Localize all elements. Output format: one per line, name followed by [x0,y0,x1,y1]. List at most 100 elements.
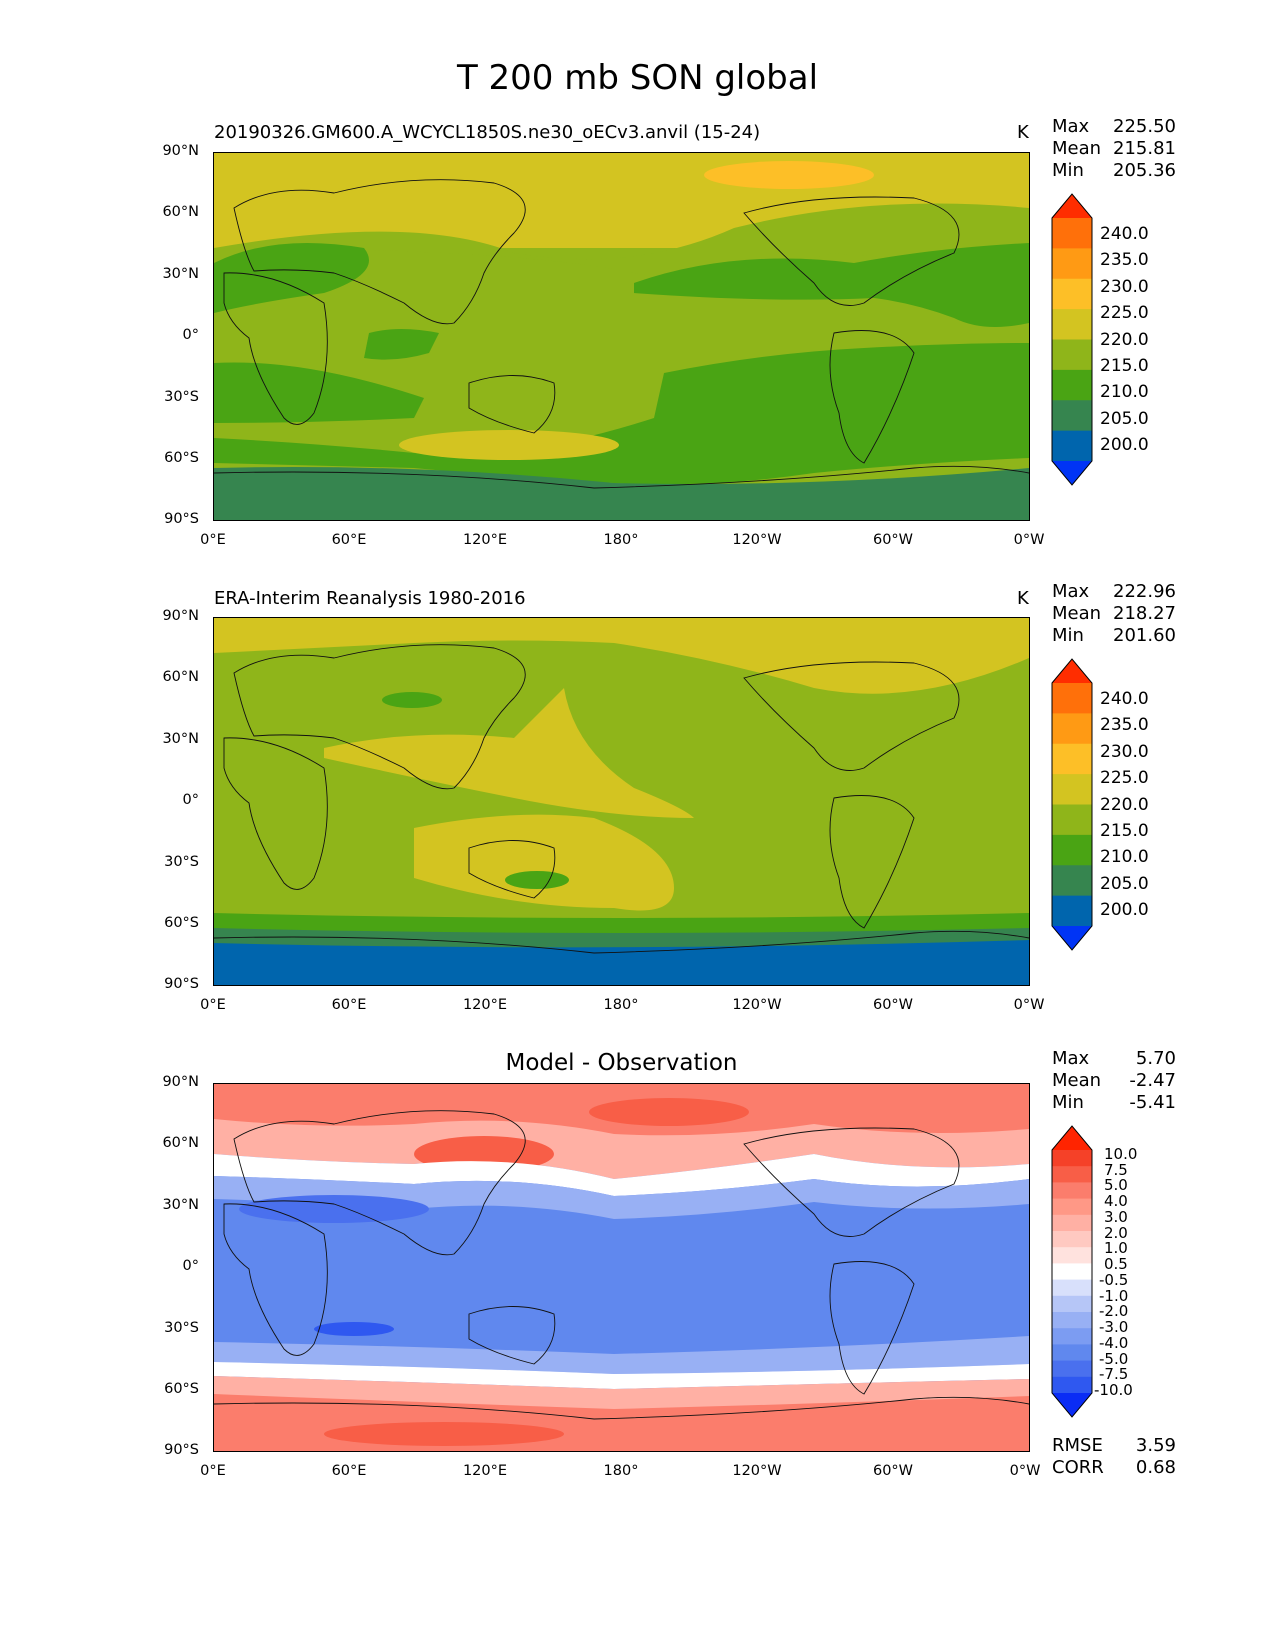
coast-antarctica [214,930,1029,954]
colorbar-segment [1052,1198,1092,1216]
colorbar-label: 215.0 [1100,821,1149,841]
colorbar-outline [1051,193,1093,486]
xtick-label: 60°W [872,1463,914,1479]
field-blob-indianocean [364,329,439,360]
field-blob-westpacific [324,688,694,818]
xtick-label: 120°W [732,1463,782,1479]
coast-eurasia [233,644,526,790]
colorbar-segment [1052,430,1092,462]
colorbar-label: 5.0 [1104,1176,1128,1194]
ytick-label: 60°S [164,450,199,466]
xtick-label: 60°E [331,532,367,548]
colorbar-label: -10.0 [1094,1381,1133,1399]
colorbar-label: 215.0 [1100,356,1149,376]
colorbar-segment [1052,1231,1092,1248]
colorbar-segment [1052,1376,1092,1394]
coast-northamerica [743,196,960,306]
field-blob-sowarm [399,430,619,460]
coast-australia [468,1306,556,1365]
field-band-midnorth [214,203,1029,276]
stat-corr: CORR 0.68 [1052,1457,1176,1478]
stat-mean: Mean -2.47 [1052,1070,1176,1091]
coast-northamerica [743,661,960,771]
colorbar-label: 220.0 [1100,330,1149,350]
ytick-label: 90°S [164,1442,199,1458]
colorbar-label: 1.0 [1104,1239,1128,1257]
ytick-label: 90°S [164,511,199,527]
colorbar-segment [1052,1295,1092,1313]
colorbar-label: -3.0 [1099,1318,1129,1336]
field-blob-europe [214,243,369,313]
colorbar-segment [1052,865,1092,897]
colorbar-label: 210.0 [1100,847,1149,867]
colorbar-segment [1052,1360,1092,1378]
colorbar-extend-max [1052,1126,1092,1150]
colorbar-label: -1.0 [1099,1287,1129,1305]
colorbar-label: 240.0 [1100,689,1149,709]
colorbar-segment [1052,278,1092,310]
colorbar-label: 10.0 [1104,1145,1138,1163]
xtick-label: 120°E [462,997,508,1013]
colorbar-label: -5.0 [1099,1350,1129,1368]
colorbar-segment [1052,218,1092,249]
colorbar-label: -0.5 [1099,1271,1129,1289]
xtick-label: 180° [603,532,639,548]
field-band-zero-north [214,1154,1029,1196]
colorbar-label: 205.0 [1100,874,1149,894]
ytick-label: 30°N [162,1197,199,1213]
panel-test-title: 20190326.GM600.A_WCYCL1850S.ne30_oECv3.a… [214,122,761,143]
ytick-label: 60°N [162,669,199,685]
coast-australia [468,375,556,434]
xtick-label: 180° [603,997,639,1013]
ytick-label: 30°S [164,389,199,405]
colorbar-extend-min [1052,1393,1092,1417]
colorbar-label: 235.0 [1100,250,1149,270]
stat-max: Max 5.70 [1052,1048,1176,1069]
field-band-north [214,618,1029,694]
xtick-label: 60°E [331,1463,367,1479]
ytick-label: 90°N [162,143,199,159]
coast-eurasia [233,1110,526,1256]
xtick-label: 60°E [331,997,367,1013]
ytick-label: 0° [182,1258,199,1274]
figure-title: T 200 mb SON global [456,58,819,98]
xtick-label: 0°W [1013,532,1045,548]
colorbar-reference [1051,658,1093,951]
field-band-antarctic [214,940,1029,985]
colorbar-label: -4.0 [1099,1334,1129,1352]
ytick-label: 60°S [164,1381,199,1397]
xtick-label: 120°E [462,532,508,548]
coast-southamerica [829,1261,915,1395]
colorbar-outline [1051,1125,1093,1418]
ytick-label: 0° [182,327,199,343]
colorbar-label: 7.5 [1104,1161,1128,1179]
ytick-label: 60°N [162,1135,199,1151]
stat-min: Min 201.60 [1052,625,1176,646]
colorbar-label: 225.0 [1100,303,1149,323]
field-blob-arcticwarm [704,161,874,189]
ytick-label: 90°N [162,608,199,624]
coast-antarctica [214,465,1029,489]
panel-difference-title: Model - Observation [505,1050,738,1076]
colorbar-label: -7.5 [1099,1365,1129,1383]
colorbar-segment [1052,774,1092,805]
colorbar-extend-min [1052,926,1092,950]
coast-africa [223,737,328,890]
coastlines [214,179,1029,489]
colorbar-segment [1052,1214,1092,1232]
panel-reference-units: K [1017,588,1029,609]
colorbar-segment [1052,1150,1092,1167]
ytick-label: 90°S [164,976,199,992]
coast-southamerica [829,330,915,464]
xtick-label: 120°W [732,532,782,548]
colorbar-label: 4.0 [1104,1192,1128,1210]
colorbar-label: 230.0 [1100,277,1149,297]
stat-max: Max 225.50 [1052,116,1176,137]
xtick-label: 60°W [872,997,914,1013]
stat-rmse: RMSE 3.59 [1052,1435,1176,1456]
xtick-label: 0°W [1013,997,1045,1013]
colorbar-segment [1052,895,1092,927]
colorbar-segment [1052,1247,1092,1264]
field-blob-beringia [589,1098,749,1126]
colorbar-label: 225.0 [1100,768,1149,788]
